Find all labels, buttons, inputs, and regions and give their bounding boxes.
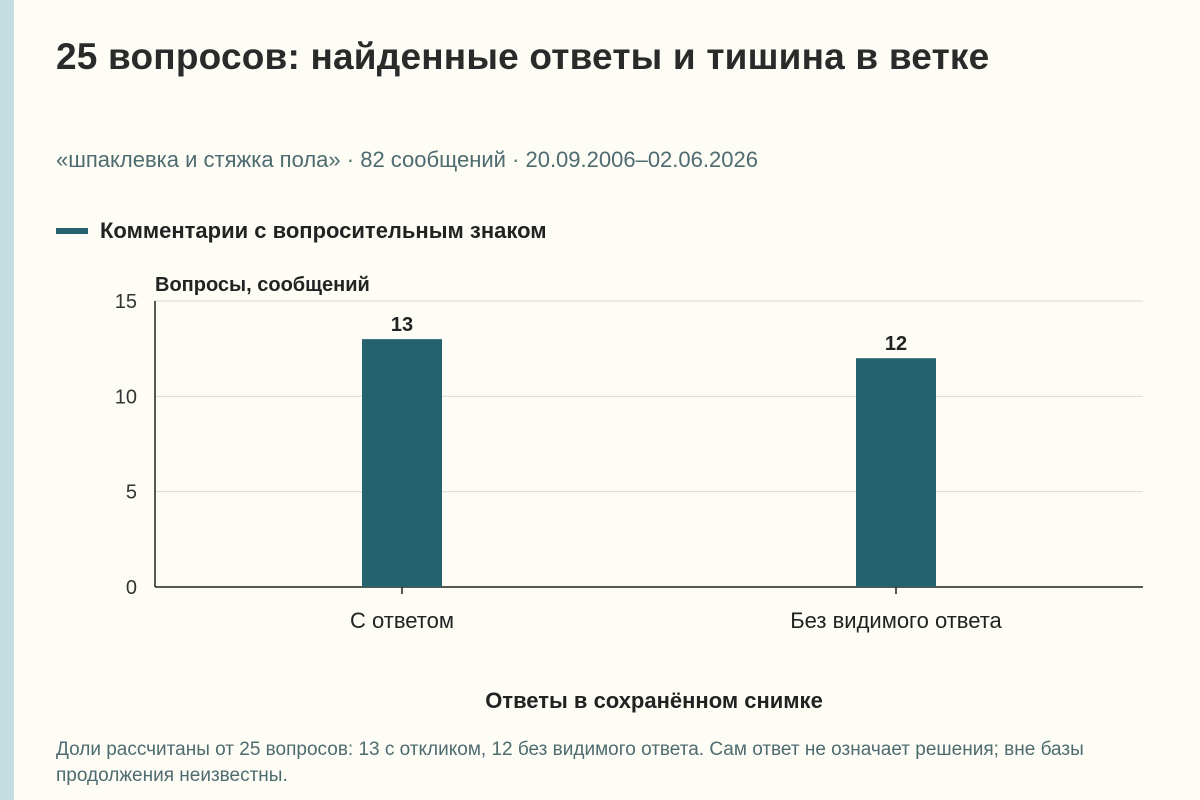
bar-value-label: 12 (885, 333, 907, 355)
chart-subtitle: «шпаклевка и стяжка пола» · 82 сообщений… (56, 147, 758, 172)
legend: Комментарии с вопросительным знаком (56, 218, 547, 244)
y-tick-label: 10 (115, 386, 137, 408)
bar (856, 358, 936, 587)
side-accent-strip (0, 0, 14, 800)
x-tick-label: С ответом (350, 608, 454, 633)
bar-value-label: 13 (391, 314, 413, 336)
x-tick-label: Без видимого ответа (790, 608, 1002, 633)
x-axis-title: Ответы в сохранённом снимке (485, 688, 823, 713)
footnote: Доли рассчитаны от 25 вопросов: 13 с отк… (56, 739, 1084, 786)
y-tick-label: 0 (126, 577, 137, 599)
y-axis-title: Вопросы, сообщений (155, 274, 370, 296)
y-tick-label: 15 (115, 291, 137, 313)
bar-chart: Вопросы, сообщений 0 5 10 15 13 С ответом 12 Без… (115, 274, 1143, 713)
bar (362, 339, 442, 587)
legend-swatch (56, 228, 88, 234)
chart-title: 25 вопросов: найденные ответы и тишина в… (56, 36, 990, 77)
y-tick-label: 5 (126, 482, 137, 504)
legend-label: Комментарии с вопросительным знаком (100, 218, 547, 243)
